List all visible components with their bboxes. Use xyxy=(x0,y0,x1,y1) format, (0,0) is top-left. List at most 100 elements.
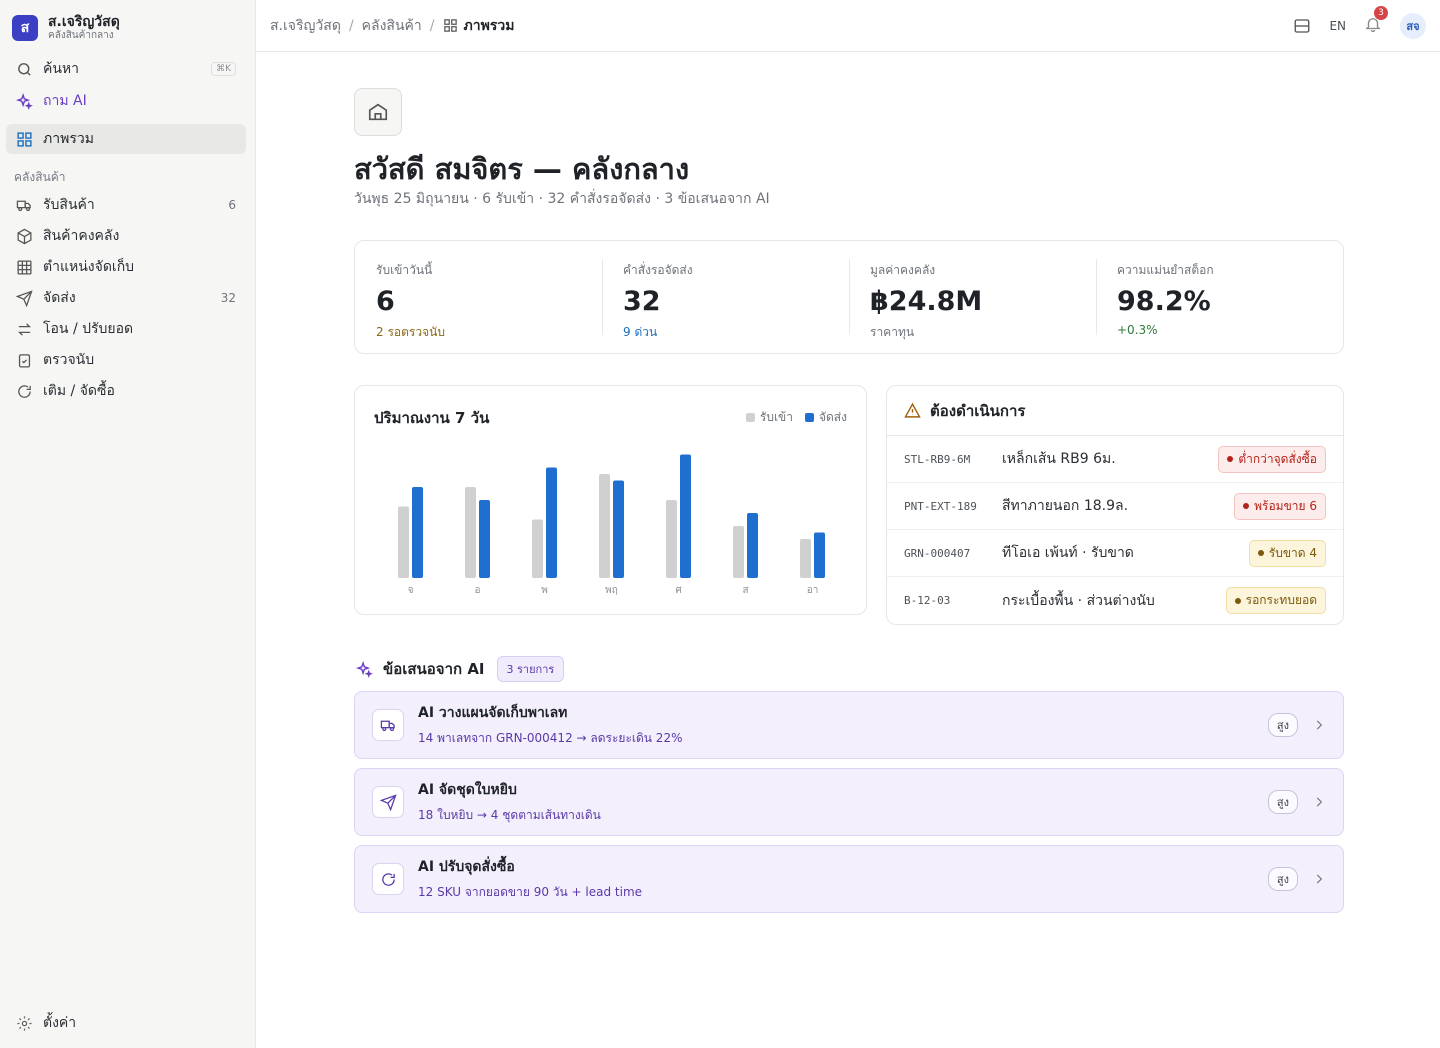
sidebar-item-label: รับสินค้า xyxy=(43,197,95,213)
workload-chart-card: จ อ พ พฤ ศ ส อา ปริมาณงาน 7 วัน รับเข้า จัดส่ง xyxy=(354,385,867,615)
action-row[interactable]: STL-RB9-6M เหล็กเส้น RB9 6ม. ต่ำกว่าจุดส… xyxy=(887,436,1343,483)
ai-card-title: AI ปรับจุดสั่งซื้อ xyxy=(418,859,515,875)
stats-card: รับเข้าวันนี้ 6 2 รอตรวจนับ คำสั่งรอจัดส… xyxy=(354,240,1344,354)
sidebar-item-label: เติม / จัดซื้อ xyxy=(43,383,115,399)
stat-pending-orders[interactable]: คำสั่งรอจัดส่ง 32 9 ด่วน xyxy=(602,241,849,353)
stat-value: 6 xyxy=(376,286,395,317)
breadcrumb-current: ภาพรวม xyxy=(443,15,514,37)
brand[interactable]: ส ส.เจริญวัสดุ คลังสินค้ากลาง xyxy=(12,14,120,42)
grid-icon xyxy=(443,19,457,32)
sidebar-item-replenish[interactable]: เติม / จัดซื้อ xyxy=(6,376,246,406)
action-row[interactable]: GRN-000407 ทีโอเอ เพ้นท์ · รับขาด รับขาด… xyxy=(887,530,1343,577)
action-code: GRN-000407 xyxy=(904,546,971,560)
status-badge-label: รับขาด 4 xyxy=(1268,545,1317,560)
stat-inbound-today[interactable]: รับเข้าวันนี้ 6 2 รอตรวจนับ xyxy=(355,241,602,353)
breadcrumb-separator: / xyxy=(348,17,354,34)
sidebar-section-label: คลังสินค้า xyxy=(14,170,66,184)
sidebar-item-settings[interactable]: ตั้งค่า xyxy=(6,1008,246,1038)
language-toggle[interactable]: EN xyxy=(1329,18,1346,33)
search-shortcut: ⌘K xyxy=(211,62,236,76)
chart-bar-inbound xyxy=(666,500,677,578)
legend-item-inbound: รับเข้า xyxy=(745,408,793,427)
topbar-actions: EN 3 สจ xyxy=(1293,5,1426,39)
action-required-title: ต้องดำเนินการ xyxy=(930,401,1026,420)
ai-card-icon-box xyxy=(372,709,404,741)
action-row[interactable]: B-12-03 กระเบื้องพื้น · ส่วนต่างนับ รอกร… xyxy=(887,577,1343,624)
sidebar-item-receiving[interactable]: รับสินค้า 6 xyxy=(6,190,246,220)
breadcrumb-item[interactable]: คลังสินค้า xyxy=(361,17,422,34)
workload-chart: จ อ พ พฤ ศ ส อา xyxy=(398,454,825,596)
ai-card-title: AI วางแผนจัดเก็บพาเลท xyxy=(418,705,568,721)
action-code: B-12-03 xyxy=(904,594,951,607)
ai-suggestion-card[interactable]: AI จัดชุดใบหยิบ 18 ใบหยิบ → 4 ชุดตามเส้น… xyxy=(354,768,1344,836)
search-icon xyxy=(18,62,31,76)
chart-bar-outbound xyxy=(613,480,624,578)
avatar[interactable]: สจ xyxy=(1400,12,1426,39)
sparkle-icon xyxy=(356,660,373,678)
legend-label: จัดส่ง xyxy=(818,410,847,424)
chart-bar-outbound xyxy=(479,500,490,578)
stat-label: ความแม่นยำสต็อก xyxy=(1117,263,1214,277)
x-tick-label: จ xyxy=(408,585,414,596)
sidebar-item-count: 32 xyxy=(220,291,236,305)
notifications-button[interactable]: 3 xyxy=(1364,5,1388,37)
brand-name: ส.เจริญวัสดุ xyxy=(48,14,120,30)
action-code: PNT-EXT-189 xyxy=(904,499,977,513)
chart-bar-inbound xyxy=(465,487,476,578)
search-button[interactable]: ค้นหา ⌘K xyxy=(6,54,246,84)
box-icon xyxy=(17,228,32,244)
chevron-right-icon xyxy=(1316,720,1323,730)
legend-swatch xyxy=(745,413,755,422)
status-badge: รับขาด 4 xyxy=(1248,539,1326,567)
breadcrumb-item[interactable]: ส.เจริญวัสดุ xyxy=(270,17,341,34)
action-row[interactable]: PNT-EXT-189 สีทาภายนอก 18.9ล. พร้อมขาย 6 xyxy=(887,483,1343,530)
action-name: สีทาภายนอก 18.9ล. xyxy=(1002,498,1129,514)
chart-legend: รับเข้า จัดส่ง xyxy=(745,408,847,427)
chart-bar-outbound xyxy=(747,513,758,578)
legend-swatch xyxy=(804,413,814,422)
ai-card-description: 12 SKU จากยอดขาย 90 วัน + lead time xyxy=(418,885,643,899)
ai-card-icon-box xyxy=(372,863,404,895)
stat-inventory-value[interactable]: มูลค่าคงคลัง ฿24.8M ราคาทุน xyxy=(849,241,1096,353)
sidebar-item-shipping[interactable]: จัดส่ง 32 xyxy=(6,283,246,313)
ask-ai-button[interactable]: ถาม AI xyxy=(6,86,246,116)
sidebar-item-label: ตั้งค่า xyxy=(43,1015,77,1031)
chart-bar-inbound xyxy=(733,526,744,578)
ai-suggestion-card[interactable]: AI ปรับจุดสั่งซื้อ 12 SKU จากยอดขาย 90 ว… xyxy=(354,845,1344,913)
chevron-right-icon xyxy=(1316,797,1323,807)
ai-suggestion-card[interactable]: AI วางแผนจัดเก็บพาเลท 14 พาเลทจาก GRN-00… xyxy=(354,691,1344,759)
sidebar-item-locations[interactable]: ตำแหน่งจัดเก็บ xyxy=(6,252,246,282)
send-icon xyxy=(16,289,33,307)
sidebar: ส ส.เจริญวัสดุ คลังสินค้ากลาง ค้นหา ⌘K ถ… xyxy=(0,0,256,1048)
ask-ai-label: ถาม AI xyxy=(43,93,87,109)
x-tick-label: พฤ xyxy=(605,585,618,596)
action-name: เหล็กเส้น RB9 6ม. xyxy=(1002,451,1116,467)
ai-card-description: 18 ใบหยิบ → 4 ชุดตามเส้นทางเดิน xyxy=(418,808,601,822)
truck-icon xyxy=(380,720,395,731)
grid-icon xyxy=(17,131,32,147)
sidebar-item-label: ตำแหน่งจัดเก็บ xyxy=(43,259,135,275)
sidebar-item-count: 6 xyxy=(228,198,236,212)
stat-note: 2 รอตรวจนับ xyxy=(376,325,445,339)
status-dot xyxy=(1227,456,1234,462)
topbar: ส.เจริญวัสดุ / คลังสินค้า / ภาพรวม EN 3 … xyxy=(256,0,1440,52)
action-required-card: ต้องดำเนินการ STL-RB9-6M เหล็กเส้น RB9 6… xyxy=(886,385,1344,625)
stat-value: 98.2% xyxy=(1117,286,1211,317)
stat-stock-accuracy[interactable]: ความแม่นยำสต็อก 98.2% +0.3% xyxy=(1096,241,1343,353)
send-icon xyxy=(379,793,397,811)
legend-item-outbound: จัดส่ง xyxy=(804,408,847,427)
sidebar-item-inventory[interactable]: สินค้าคงคลัง xyxy=(6,221,246,251)
stat-label: มูลค่าคงคลัง xyxy=(870,263,936,277)
sidebar-item-transfer[interactable]: โอน / ปรับยอด xyxy=(6,314,246,344)
x-tick-label: อา xyxy=(807,585,819,596)
status-badge: พร้อมขาย 6 xyxy=(1234,492,1326,520)
sidebar-item-cycle-count[interactable]: ตรวจนับ xyxy=(6,345,246,375)
warning-icon xyxy=(904,402,921,418)
sidebar-item-overview[interactable]: ภาพรวม xyxy=(6,124,246,154)
priority-badge: สูง xyxy=(1267,713,1298,737)
page-subtitle: วันพุธ 25 มิถุนายน · 6 รับเข้า · 32 คำสั… xyxy=(354,191,770,207)
notification-badge: 3 xyxy=(1374,5,1388,20)
layout-toggle-icon[interactable] xyxy=(1293,17,1311,35)
chart-title: ปริมาณงาน 7 วัน xyxy=(374,409,490,427)
stat-note: ราคาทุน xyxy=(870,325,915,339)
